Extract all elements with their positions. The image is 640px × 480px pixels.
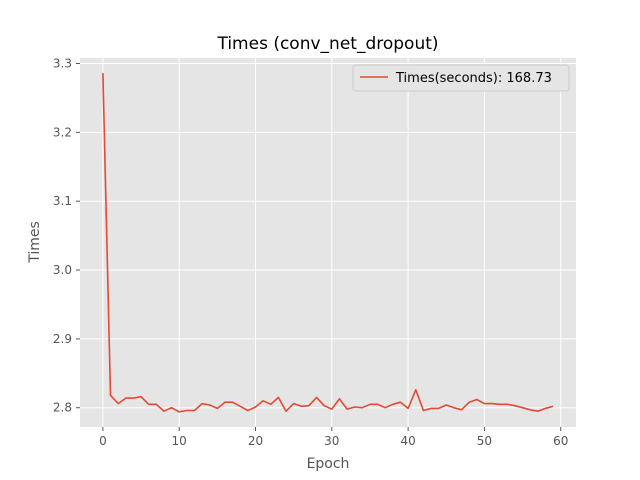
legend-box xyxy=(352,64,570,92)
chart-title: Times (conv_net_dropout) xyxy=(216,34,438,54)
x-tick-label: 10 xyxy=(172,434,187,448)
y-tick-label: 3.2 xyxy=(53,125,72,139)
x-tick-label: 30 xyxy=(324,434,339,448)
x-tick-label: 20 xyxy=(248,434,263,448)
plot-area xyxy=(80,58,576,427)
legend: Times(seconds): 168.73 xyxy=(352,64,570,92)
y-ticks: 2.8 2.9 3.0 3.1 3.2 3.3 xyxy=(53,57,80,415)
y-tick-label: 3.3 xyxy=(53,57,72,71)
y-tick-label: 3.1 xyxy=(53,194,72,208)
legend-entry-label: Times(seconds): 168.73 xyxy=(395,71,552,86)
grid xyxy=(80,58,576,427)
y-axis-label: Times xyxy=(27,221,43,264)
x-tick-label: 60 xyxy=(553,434,568,448)
x-ticks: 0 10 20 30 40 50 60 xyxy=(99,427,568,448)
y-tick-label: 2.8 xyxy=(53,401,72,415)
x-tick-label: 40 xyxy=(400,434,415,448)
series-line xyxy=(102,73,554,413)
x-axis-label: Epoch xyxy=(307,456,350,472)
series-group xyxy=(102,73,554,413)
y-tick-label: 3.0 xyxy=(53,263,72,277)
x-tick-label: 0 xyxy=(99,434,107,448)
y-tick-label: 2.9 xyxy=(53,332,72,346)
x-tick-label: 50 xyxy=(477,434,492,448)
